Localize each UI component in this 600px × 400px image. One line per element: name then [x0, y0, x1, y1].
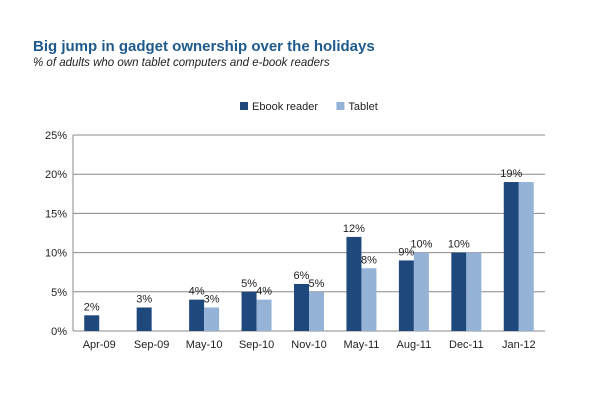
bar-tablet	[256, 299, 272, 331]
y-tick-label: 0%	[51, 326, 67, 338]
data-label: 4%	[189, 286, 205, 298]
bar-tablet	[466, 252, 482, 331]
y-tick-label: 25%	[45, 130, 67, 142]
y-tick-label: 15%	[45, 208, 67, 220]
x-tick-label: Aug-11	[397, 339, 432, 351]
bar-ebook-reader	[294, 283, 309, 331]
bar-tablet	[204, 307, 220, 331]
x-tick-label: May-11	[344, 339, 380, 351]
data-label: 5%	[241, 278, 257, 290]
bar-tablet	[518, 182, 534, 331]
data-label: 12%	[343, 223, 365, 235]
bar-ebook-reader	[241, 291, 257, 331]
data-label: 19%	[500, 168, 522, 180]
x-tick-label: Apr-09	[83, 339, 116, 351]
legend-swatch	[240, 102, 248, 110]
bar-ebook-reader	[189, 299, 205, 331]
data-label: 8%	[361, 254, 377, 266]
data-label: 5%	[309, 278, 325, 290]
chart-subtitle: % of adults who own tablet computers and…	[33, 57, 330, 69]
data-label: 10%	[448, 239, 470, 251]
data-label: 10%	[410, 239, 432, 251]
bar-ebook-reader	[84, 315, 100, 331]
x-tick-label: Jan-12	[502, 339, 536, 351]
data-label: 3%	[136, 293, 152, 305]
x-tick-label: Sep-10	[239, 339, 274, 351]
legend-label: Tablet	[348, 101, 377, 113]
chart-title: Big jump in gadget ownership over the ho…	[33, 38, 375, 55]
data-label: 4%	[256, 286, 272, 298]
data-label: 9%	[398, 246, 414, 258]
bar-ebook-reader	[503, 182, 519, 331]
x-tick-label: May-10	[186, 339, 223, 351]
bar-ebook-reader	[136, 307, 152, 331]
data-label: 3%	[204, 293, 220, 305]
bar-ebook-reader	[346, 236, 362, 331]
bar-tablet	[413, 252, 429, 331]
bar-tablet	[309, 291, 324, 331]
x-tick-label: Nov-10	[291, 339, 326, 351]
bar-ebook-reader	[398, 260, 414, 331]
data-label: 6%	[294, 270, 310, 282]
x-tick-label: Dec-11	[449, 339, 484, 351]
data-label: 2%	[84, 301, 100, 313]
y-tick-label: 5%	[51, 287, 67, 299]
bar-tablet	[361, 268, 377, 331]
y-tick-label: 20%	[45, 169, 67, 181]
y-tick-label: 10%	[45, 248, 67, 260]
x-tick-label: Sep-09	[134, 339, 169, 351]
legend-swatch	[336, 102, 345, 110]
legend-label: Ebook reader	[252, 101, 318, 113]
bar-ebook-reader	[451, 252, 467, 331]
